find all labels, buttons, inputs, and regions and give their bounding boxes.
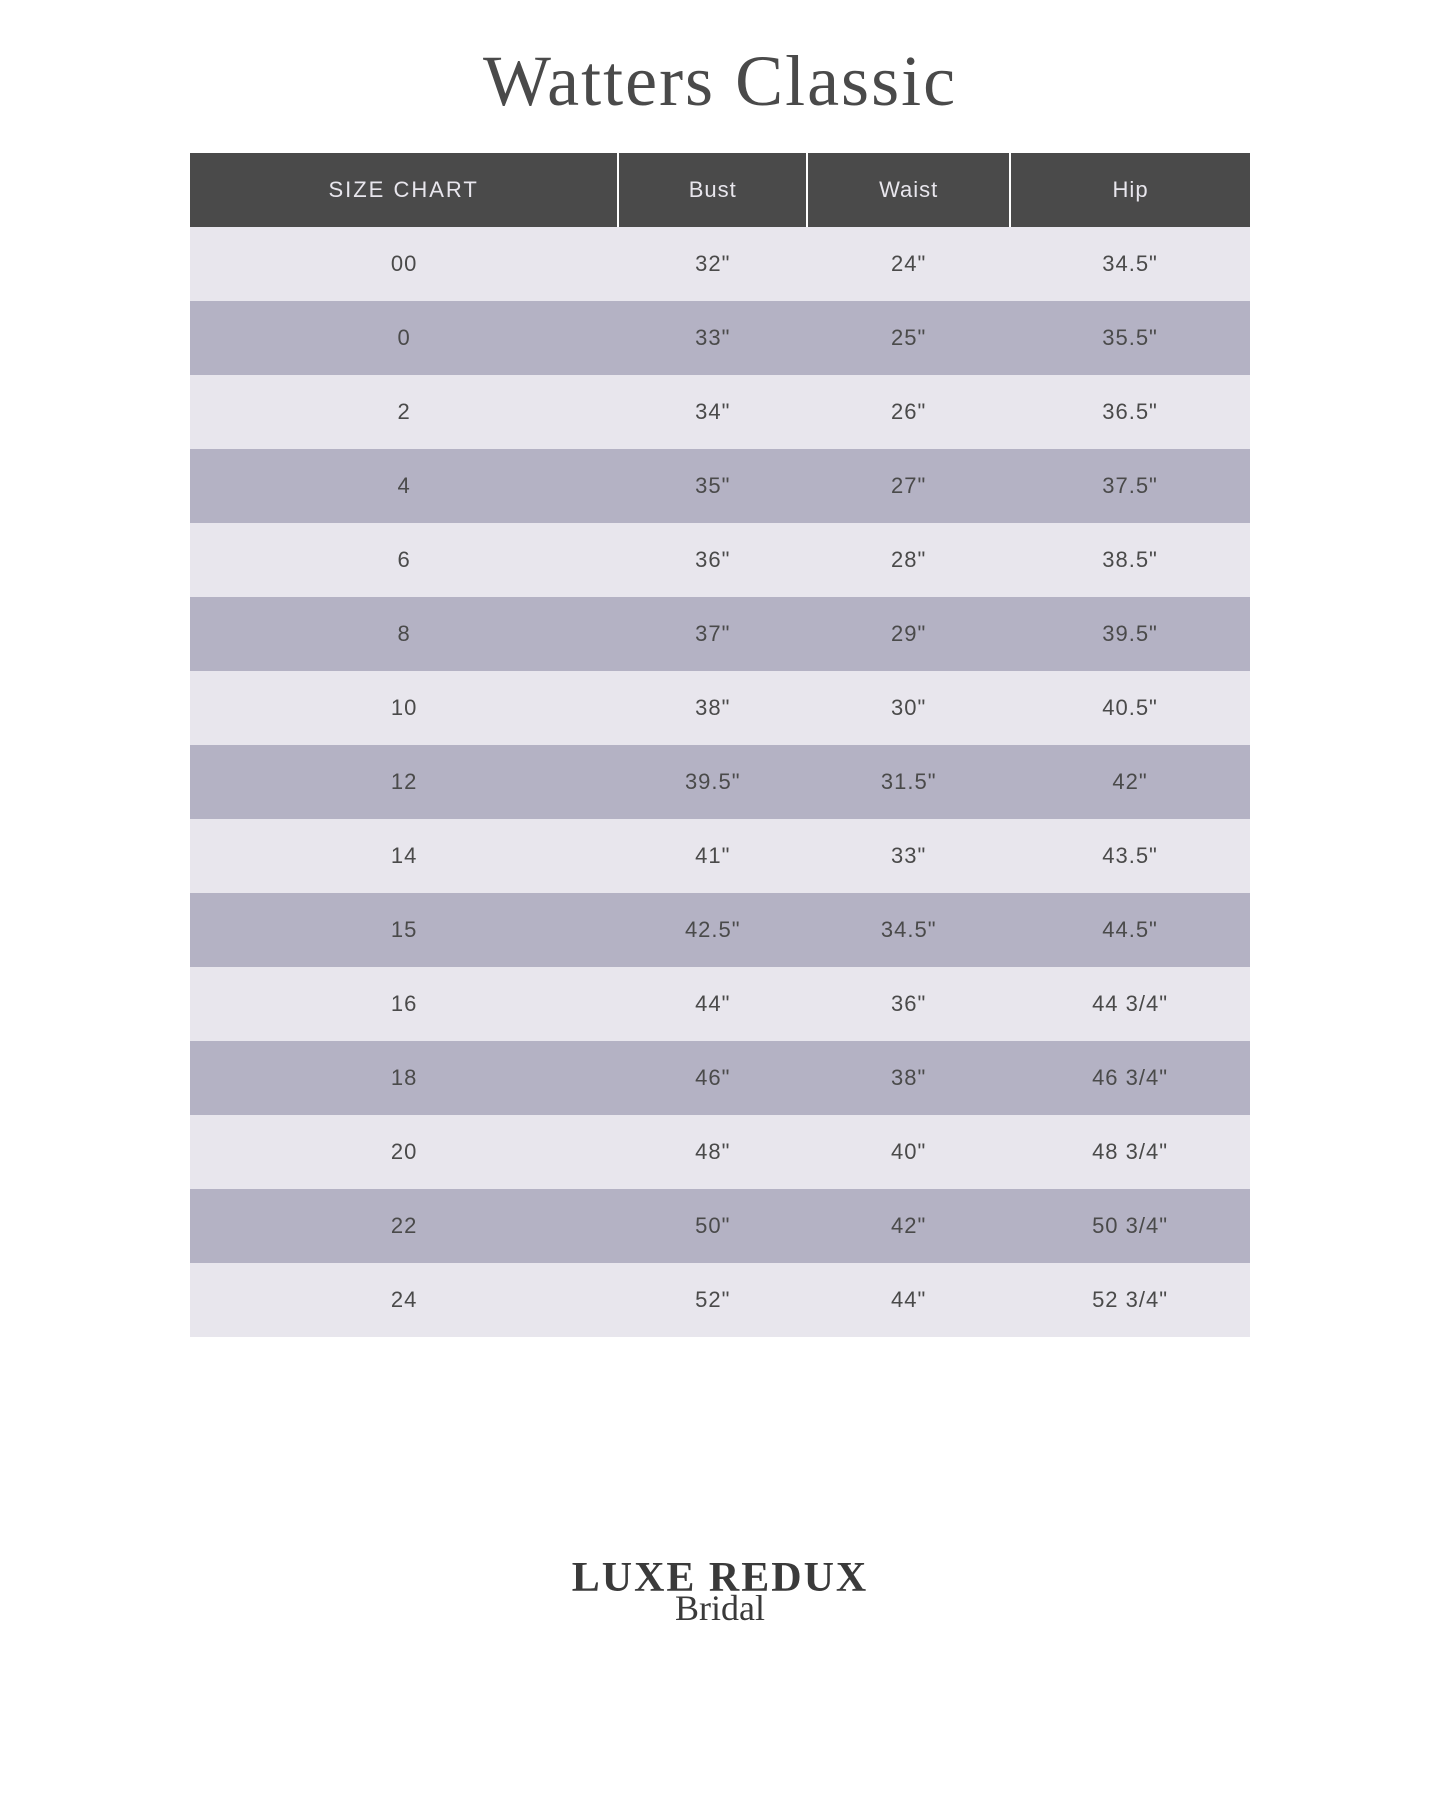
- cell-bust: 39.5": [618, 745, 807, 819]
- cell-size: 24: [190, 1263, 618, 1337]
- table-row: 20 48" 40" 48 3/4": [190, 1115, 1250, 1189]
- cell-hip: 44 3/4": [1010, 967, 1250, 1041]
- cell-bust: 42.5": [618, 893, 807, 967]
- cell-size: 2: [190, 375, 618, 449]
- table-row: 2 34" 26" 36.5": [190, 375, 1250, 449]
- cell-hip: 42": [1010, 745, 1250, 819]
- cell-hip: 37.5": [1010, 449, 1250, 523]
- table-row: 22 50" 42" 50 3/4": [190, 1189, 1250, 1263]
- cell-bust: 44": [618, 967, 807, 1041]
- table-row: 12 39.5" 31.5" 42": [190, 745, 1250, 819]
- table-row: 6 36" 28" 38.5": [190, 523, 1250, 597]
- cell-size: 18: [190, 1041, 618, 1115]
- cell-size: 8: [190, 597, 618, 671]
- cell-bust: 41": [618, 819, 807, 893]
- cell-hip: 46 3/4": [1010, 1041, 1250, 1115]
- column-header-hip: Hip: [1010, 153, 1250, 227]
- table-header-row: SIZE CHART Bust Waist Hip: [190, 153, 1250, 227]
- cell-bust: 37": [618, 597, 807, 671]
- cell-bust: 35": [618, 449, 807, 523]
- cell-hip: 43.5": [1010, 819, 1250, 893]
- table-row: 4 35" 27" 37.5": [190, 449, 1250, 523]
- cell-hip: 48 3/4": [1010, 1115, 1250, 1189]
- cell-waist: 26": [807, 375, 1010, 449]
- cell-hip: 34.5": [1010, 227, 1250, 301]
- cell-size: 6: [190, 523, 618, 597]
- cell-hip: 36.5": [1010, 375, 1250, 449]
- cell-hip: 52 3/4": [1010, 1263, 1250, 1337]
- cell-size: 12: [190, 745, 618, 819]
- table-row: 00 32" 24" 34.5": [190, 227, 1250, 301]
- cell-waist: 24": [807, 227, 1010, 301]
- cell-bust: 38": [618, 671, 807, 745]
- cell-size: 00: [190, 227, 618, 301]
- cell-size: 14: [190, 819, 618, 893]
- table-row: 10 38" 30" 40.5": [190, 671, 1250, 745]
- cell-hip: 50 3/4": [1010, 1189, 1250, 1263]
- cell-waist: 25": [807, 301, 1010, 375]
- cell-bust: 36": [618, 523, 807, 597]
- cell-waist: 38": [807, 1041, 1010, 1115]
- cell-waist: 28": [807, 523, 1010, 597]
- cell-bust: 48": [618, 1115, 807, 1189]
- cell-waist: 36": [807, 967, 1010, 1041]
- cell-size: 20: [190, 1115, 618, 1189]
- table-row: 0 33" 25" 35.5": [190, 301, 1250, 375]
- cell-bust: 50": [618, 1189, 807, 1263]
- table-row: 16 44" 36" 44 3/4": [190, 967, 1250, 1041]
- cell-hip: 44.5": [1010, 893, 1250, 967]
- table-row: 8 37" 29" 39.5": [190, 597, 1250, 671]
- size-chart-table: SIZE CHART Bust Waist Hip 00 32" 24" 34.…: [190, 153, 1250, 1337]
- cell-size: 0: [190, 301, 618, 375]
- table-row: 18 46" 38" 46 3/4": [190, 1041, 1250, 1115]
- cell-size: 4: [190, 449, 618, 523]
- cell-hip: 38.5": [1010, 523, 1250, 597]
- cell-bust: 32": [618, 227, 807, 301]
- cell-hip: 35.5": [1010, 301, 1250, 375]
- cell-waist: 31.5": [807, 745, 1010, 819]
- cell-bust: 46": [618, 1041, 807, 1115]
- cell-bust: 34": [618, 375, 807, 449]
- column-header-bust: Bust: [618, 153, 807, 227]
- cell-size: 22: [190, 1189, 618, 1263]
- column-header-size: SIZE CHART: [190, 153, 618, 227]
- brand-logo: LUXE REDUX Bridal: [572, 1557, 869, 1629]
- cell-waist: 34.5": [807, 893, 1010, 967]
- cell-size: 15: [190, 893, 618, 967]
- cell-waist: 33": [807, 819, 1010, 893]
- cell-hip: 40.5": [1010, 671, 1250, 745]
- cell-waist: 40": [807, 1115, 1010, 1189]
- table-row: 24 52" 44" 52 3/4": [190, 1263, 1250, 1337]
- page-title: Watters Classic: [483, 40, 957, 123]
- table-body: 00 32" 24" 34.5" 0 33" 25" 35.5" 2 34" 2…: [190, 227, 1250, 1337]
- cell-waist: 44": [807, 1263, 1010, 1337]
- cell-waist: 27": [807, 449, 1010, 523]
- cell-waist: 42": [807, 1189, 1010, 1263]
- cell-waist: 30": [807, 671, 1010, 745]
- table-row: 15 42.5" 34.5" 44.5": [190, 893, 1250, 967]
- cell-bust: 52": [618, 1263, 807, 1337]
- cell-size: 16: [190, 967, 618, 1041]
- column-header-waist: Waist: [807, 153, 1010, 227]
- cell-bust: 33": [618, 301, 807, 375]
- cell-hip: 39.5": [1010, 597, 1250, 671]
- cell-waist: 29": [807, 597, 1010, 671]
- cell-size: 10: [190, 671, 618, 745]
- table-row: 14 41" 33" 43.5": [190, 819, 1250, 893]
